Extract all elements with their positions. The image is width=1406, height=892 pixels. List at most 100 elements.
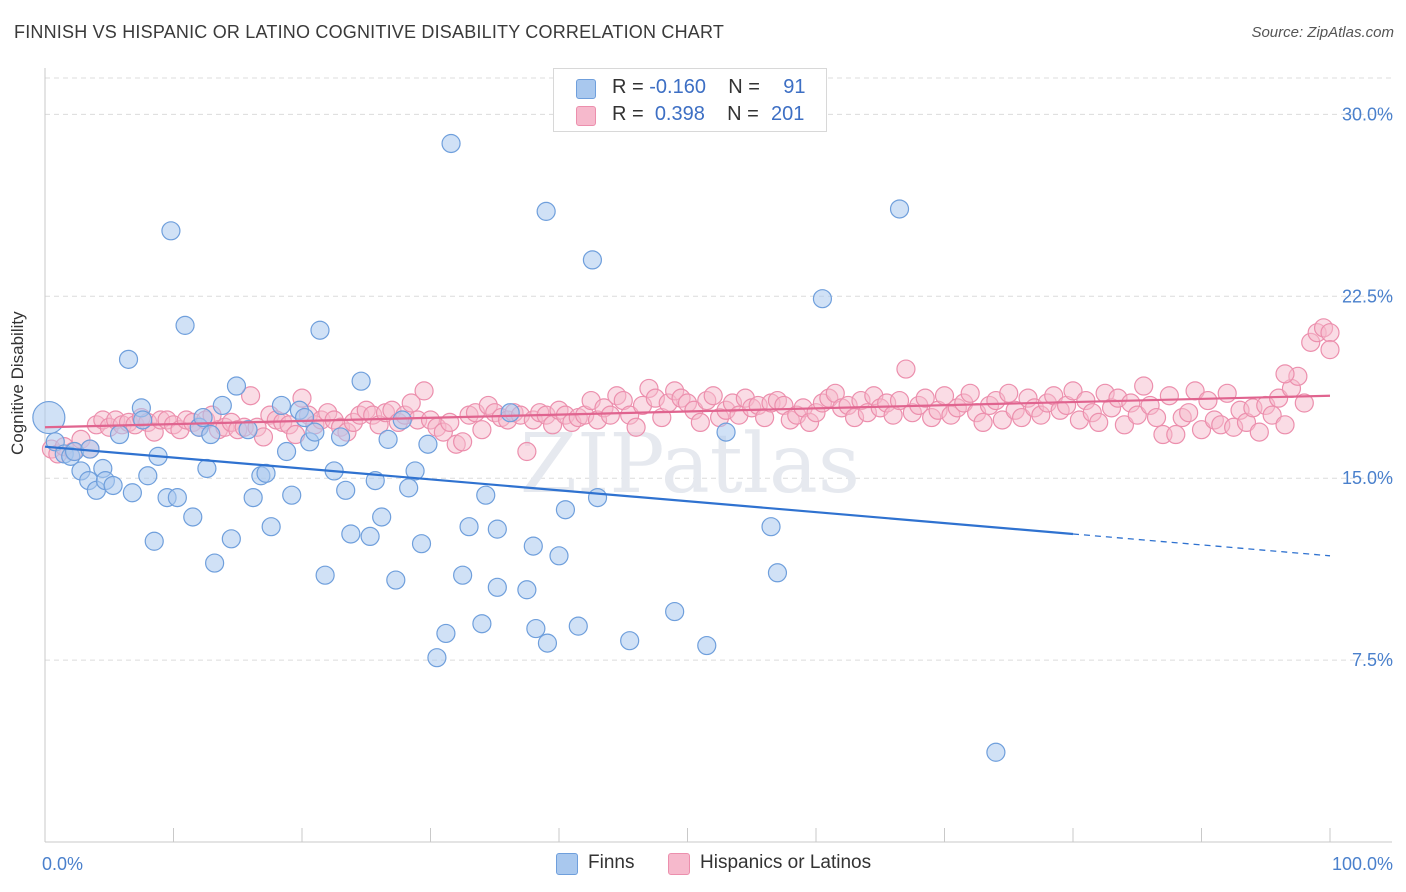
finns-point — [620, 631, 640, 651]
chart-title: FINNISH VS HISPANIC OR LATINO COGNITIVE … — [14, 22, 725, 42]
hispanics-point — [517, 441, 537, 462]
finns-point — [205, 553, 225, 573]
finns-point — [568, 616, 588, 636]
finns-point — [144, 531, 164, 551]
hispanics-point — [1198, 390, 1218, 411]
finns-point — [761, 517, 781, 537]
finns-point — [812, 289, 833, 309]
finns-point — [305, 422, 325, 442]
hispanics-point — [999, 383, 1019, 403]
legend-label-finns: Finns — [588, 852, 635, 873]
finns-point — [201, 424, 221, 445]
finns-point — [238, 420, 258, 440]
hispanics-point — [1011, 407, 1032, 428]
hispanics-point — [1275, 364, 1295, 384]
hispanics-point — [1249, 422, 1269, 442]
r-label: R = — [612, 76, 644, 98]
finns-point — [167, 487, 187, 508]
finns-point — [411, 534, 432, 554]
finns-point — [122, 483, 142, 503]
finns-point — [330, 427, 351, 447]
finns-point — [193, 407, 213, 428]
finns-legend-swatch — [556, 853, 578, 875]
finns-point — [436, 623, 456, 644]
source-label: Source: ZipAtlas.com — [1251, 24, 1394, 41]
hispanics-point — [703, 386, 723, 406]
finns-point — [372, 507, 392, 527]
r-label: R = — [612, 103, 644, 125]
finns-point — [221, 529, 241, 549]
y-tick-label: 15.0% — [1342, 468, 1393, 488]
n-value-finns: 91 — [783, 76, 806, 98]
n-value-hispanics: 201 — [770, 103, 805, 125]
finns-point — [133, 410, 153, 430]
y-tick-label: 7.5% — [1352, 650, 1393, 670]
hispanics-point — [973, 412, 993, 433]
finns-point — [399, 478, 419, 498]
x-tick-label-min: 0.0% — [42, 854, 83, 874]
finns-point — [405, 461, 425, 481]
hispanics-point — [1320, 323, 1340, 343]
hispanics-point — [626, 417, 646, 437]
hispanics-point — [1114, 415, 1135, 435]
finns-point — [175, 315, 195, 335]
finns-point — [459, 517, 479, 537]
finns-point — [472, 614, 492, 634]
finns-point — [716, 422, 736, 442]
tick-labels: 7.5% 15.0% 22.5% 30.0% 0.0% 100.0% — [42, 104, 1393, 874]
finns-point — [523, 536, 543, 556]
finns-point — [183, 507, 203, 527]
finns-point — [212, 395, 232, 416]
hispanics-point — [690, 412, 710, 433]
hispanics-point — [401, 393, 421, 413]
hispanics-point — [896, 359, 916, 379]
r-value-hispanics: 0.398 — [654, 103, 705, 125]
finns-point — [351, 371, 371, 391]
hispanics-point — [1134, 376, 1154, 396]
hispanics-point — [960, 383, 980, 403]
finns-point — [418, 434, 438, 454]
hispanics-point — [1320, 340, 1340, 360]
finns-point — [555, 500, 576, 520]
hispanics-point — [992, 410, 1012, 430]
finns-point — [271, 395, 292, 416]
finns-point — [582, 250, 603, 270]
hispanics-point — [1275, 415, 1295, 435]
hispanics-point — [1089, 412, 1109, 433]
hispanics-point — [241, 386, 261, 406]
finns-point — [161, 221, 181, 241]
hispanics-point — [889, 390, 910, 411]
y-tick-label: 30.0% — [1342, 104, 1393, 124]
hispanics-point — [1262, 405, 1282, 425]
hispanics-point — [1159, 386, 1179, 406]
finns-point — [487, 577, 507, 597]
finns-point — [889, 199, 910, 219]
finns-point — [386, 570, 406, 590]
n-label: N = — [728, 76, 760, 98]
hispanics-point — [1217, 383, 1237, 403]
finns-point — [282, 485, 302, 505]
finns-point — [276, 441, 297, 462]
hispanics-point — [1166, 424, 1186, 445]
finns-point — [665, 601, 685, 622]
hispanics-point — [472, 420, 492, 440]
finns-point — [986, 742, 1006, 762]
finns-point — [32, 400, 66, 435]
finns-point — [587, 487, 608, 508]
grid-lines — [45, 77, 1392, 661]
hispanics-swatch — [576, 106, 596, 126]
finns-point — [336, 480, 356, 500]
hispanics-legend-swatch — [668, 853, 690, 875]
hispanics-point — [1191, 420, 1212, 440]
watermark: ZIPatlas — [520, 417, 860, 512]
finns-point — [453, 565, 473, 585]
finns-point — [310, 320, 330, 340]
finns-trend-extension — [1072, 533, 1331, 557]
hispanics-point — [253, 427, 274, 447]
hispanics-point — [1146, 407, 1167, 428]
finns-point — [315, 565, 335, 585]
finns-point — [767, 563, 788, 583]
finns-point — [341, 524, 361, 544]
stats-legend: R = -0.160 N = 91 R = 0.398 N = 201 — [553, 68, 827, 132]
